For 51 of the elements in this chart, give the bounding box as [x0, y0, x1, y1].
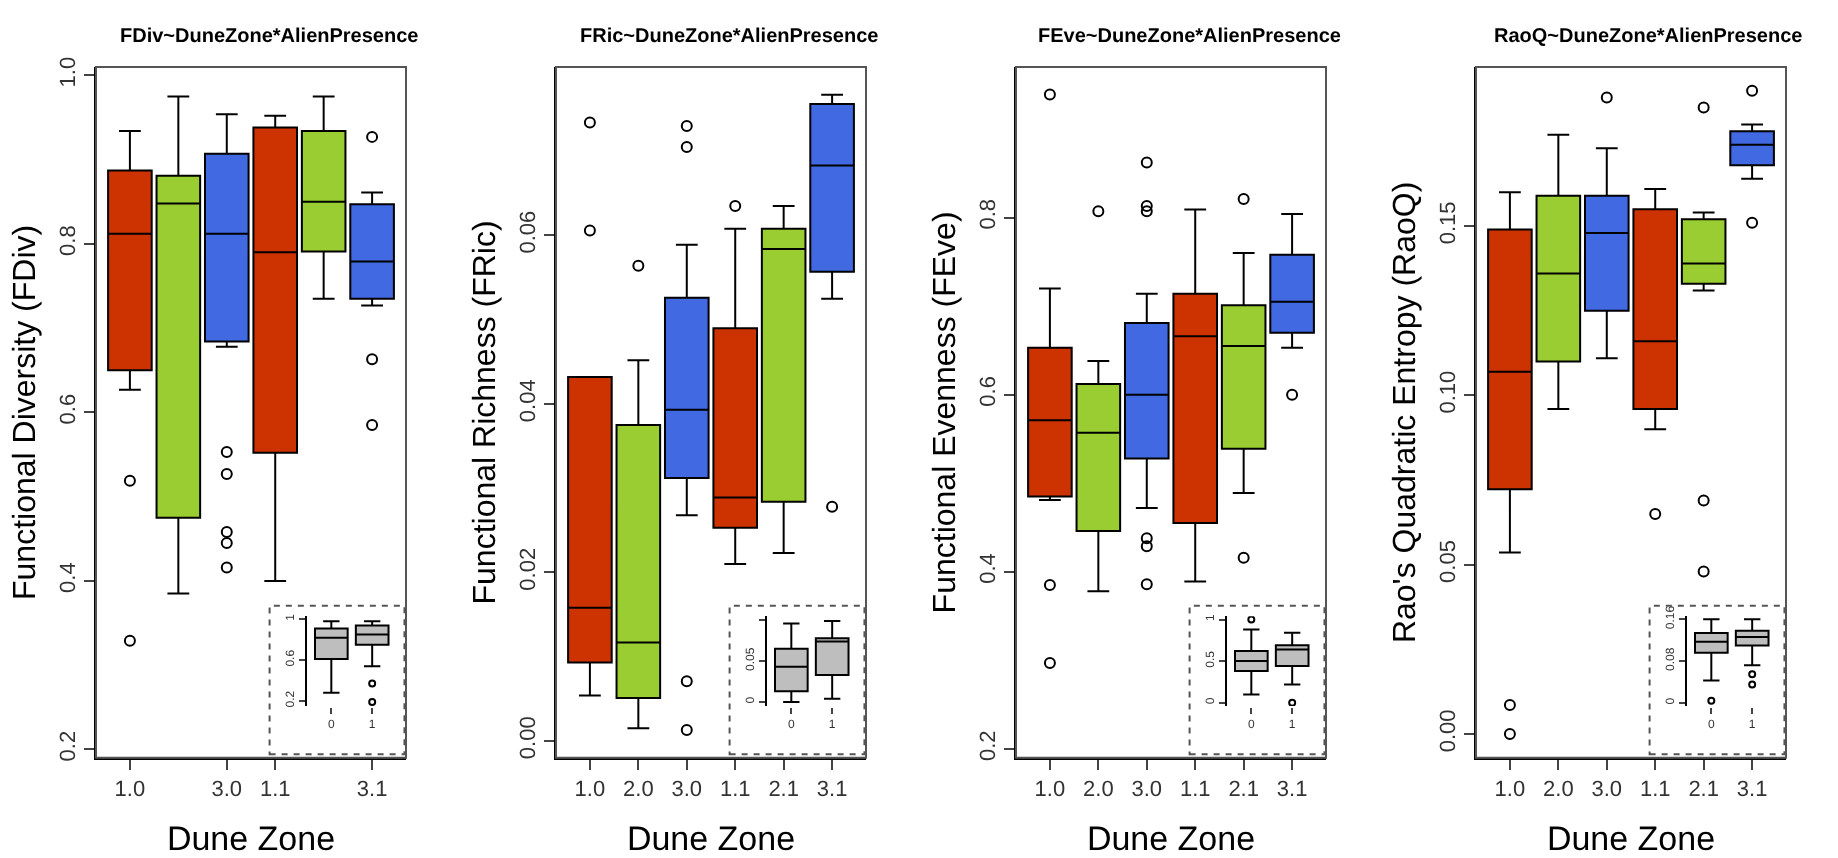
chart-title: RaoQ~DuneZone*AlienPresence	[1494, 26, 1804, 48]
x-tick-label: 3.1	[1736, 778, 1768, 803]
x-axis-title: Dune Zone	[166, 820, 336, 858]
x-tick-label: 1.0	[1034, 778, 1066, 803]
x-tick-label: 3.1	[356, 778, 388, 803]
y-tick-label: 0.2	[57, 730, 82, 762]
y-tick-label: 0.6	[57, 393, 82, 425]
x-tick-label: 1.1	[1639, 778, 1671, 803]
y-tick-label: 0.6	[977, 376, 1002, 407]
x-tick-label: 2.1	[1688, 778, 1719, 803]
x-tick-label: 2.0	[623, 778, 654, 803]
y-tick-label: 0.4	[977, 553, 1002, 584]
x-tick-label: 3.1	[816, 778, 848, 803]
x-tick-label: 1.1	[719, 778, 751, 803]
x-tick-label: 3.0	[1131, 778, 1163, 803]
x-tick-label: 2.0	[1543, 778, 1574, 803]
y-tick-label: 0.06	[517, 210, 542, 254]
x-tick-label: 1.1	[1179, 778, 1211, 803]
y-tick-label: 0.00	[1437, 709, 1462, 753]
y-axis-title: Functional Richness (FRic)	[469, 220, 503, 605]
x-tick-label: 3.0	[1591, 778, 1623, 803]
y-tick-label: 0.10	[1437, 370, 1462, 414]
y-tick-label: 1.0	[57, 56, 82, 88]
x-tick-label: 3.1	[1276, 778, 1308, 803]
chart-title: FEve~DuneZone*AlienPresence	[1038, 26, 1342, 48]
x-tick-label: 1.0	[574, 778, 606, 803]
y-tick-label: 0.00	[517, 716, 542, 760]
x-tick-label: 2.1	[1228, 778, 1259, 803]
y-tick-label: 0.15	[1437, 201, 1462, 245]
x-tick-label: 3.0	[211, 778, 243, 803]
y-axis-title: Functional Evenness (FEve)	[929, 211, 963, 614]
y-axis-title: Functional Diversity (FDiv)	[9, 224, 43, 600]
x-axis-title: Dune Zone	[626, 820, 796, 858]
x-tick-label: 3.0	[671, 778, 703, 803]
x-tick-label: 1.1	[259, 778, 291, 803]
y-tick-label: 0.4	[57, 562, 82, 593]
y-tick-label: 0.2	[977, 730, 1002, 761]
chart-title: FDiv~DuneZone*AlienPresence	[120, 26, 420, 48]
y-tick-label: 0.04	[517, 379, 542, 423]
y-tick-label: 0.05	[1437, 540, 1462, 583]
y-axis-title: Rao's Quadratic Entropy (RaoQ)	[1389, 181, 1423, 644]
chart-title: FRic~DuneZone*AlienPresence	[580, 26, 880, 48]
x-tick-label: 1.0	[114, 778, 146, 803]
x-tick-label: 2.0	[1083, 778, 1114, 803]
y-tick-label: 0.02	[517, 547, 542, 591]
y-tick-label: 0.8	[57, 225, 82, 256]
x-axis-title: Dune Zone	[1546, 820, 1716, 858]
x-tick-label: 2.1	[768, 778, 799, 803]
x-axis-title: Dune Zone	[1086, 820, 1256, 858]
x-tick-label: 1.0	[1494, 778, 1526, 803]
y-tick-label: 0.8	[977, 198, 1002, 230]
